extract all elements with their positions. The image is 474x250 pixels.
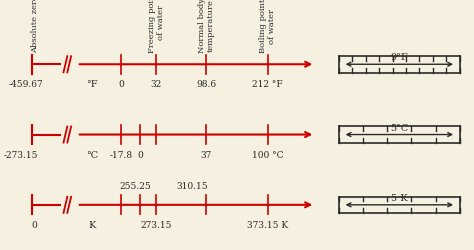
Text: 310.15: 310.15 xyxy=(176,181,208,190)
Text: Normal body
temperature: Normal body temperature xyxy=(198,0,215,53)
Text: -273.15: -273.15 xyxy=(4,150,38,159)
Text: 0: 0 xyxy=(31,220,37,229)
Text: 0: 0 xyxy=(118,80,124,89)
Text: °F: °F xyxy=(87,80,98,89)
Text: -17.8: -17.8 xyxy=(109,150,132,159)
Text: Boiling point
of water: Boiling point of water xyxy=(259,0,276,53)
Text: -459.67: -459.67 xyxy=(9,80,44,89)
Text: 212 °F: 212 °F xyxy=(253,80,283,89)
Text: Absolute zero: Absolute zero xyxy=(31,0,39,53)
Text: 273.15: 273.15 xyxy=(141,220,172,229)
Text: °C: °C xyxy=(86,150,99,159)
Text: K: K xyxy=(89,220,96,229)
Text: 373.15 K: 373.15 K xyxy=(247,220,289,229)
Text: 5°C: 5°C xyxy=(390,123,409,132)
Text: 0: 0 xyxy=(137,150,143,159)
Text: 255.25: 255.25 xyxy=(119,181,151,190)
Text: 9°F: 9°F xyxy=(391,53,408,62)
Text: 32: 32 xyxy=(151,80,162,89)
Text: 98.6: 98.6 xyxy=(196,80,216,89)
Text: 100 °C: 100 °C xyxy=(252,150,283,159)
Text: 37: 37 xyxy=(201,150,212,159)
Text: Freezing point
of water: Freezing point of water xyxy=(148,0,165,53)
Text: 5 K: 5 K xyxy=(391,193,408,202)
